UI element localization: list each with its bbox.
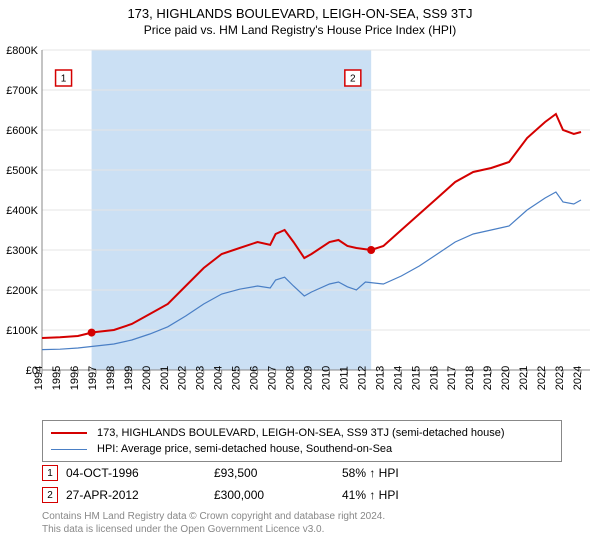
chart-title: 173, HIGHLANDS BOULEVARD, LEIGH-ON-SEA, … — [0, 0, 600, 21]
sale-records: 1 04-OCT-1996 £93,500 58% ↑ HPI 2 27-APR-2012… — [42, 462, 562, 506]
sale-point-2 — [367, 246, 375, 254]
x-axis-label: 1998 — [105, 366, 117, 390]
x-axis-label: 2011 — [338, 366, 350, 390]
x-axis-label: 2015 — [410, 366, 422, 390]
sale-pct: 58% ↑ HPI — [342, 466, 482, 480]
chart-container: 173, HIGHLANDS BOULEVARD, LEIGH-ON-SEA, … — [0, 0, 600, 560]
sale-row: 1 04-OCT-1996 £93,500 58% ↑ HPI — [42, 462, 562, 484]
x-axis-label: 2016 — [428, 366, 440, 390]
y-axis-label: £200K — [6, 285, 38, 297]
legend-swatch — [51, 432, 87, 434]
y-axis-label: £500K — [6, 165, 38, 177]
y-axis-label: £100K — [6, 325, 38, 337]
x-axis-label: 1994 — [33, 366, 45, 390]
x-axis-label: 2024 — [572, 366, 584, 390]
callout-num-1: 1 — [61, 74, 67, 85]
x-axis-label: 2009 — [303, 366, 315, 390]
sale-price: £93,500 — [214, 466, 334, 480]
x-axis-label: 1997 — [87, 366, 99, 390]
x-axis-label: 2008 — [285, 366, 297, 390]
y-axis-label: £700K — [6, 85, 38, 97]
sale-date: 27-APR-2012 — [66, 488, 206, 502]
legend-label: HPI: Average price, semi-detached house,… — [97, 443, 392, 455]
x-axis-label: 1995 — [51, 366, 63, 390]
x-axis-label: 2010 — [320, 366, 332, 390]
x-axis-label: 2018 — [464, 366, 476, 390]
x-axis-label: 2004 — [213, 366, 225, 390]
x-axis-label: 2023 — [554, 366, 566, 390]
sale-price: £300,000 — [214, 488, 334, 502]
x-axis-label: 2021 — [518, 366, 530, 390]
x-axis-label: 2002 — [177, 366, 189, 390]
legend-row: HPI: Average price, semi-detached house,… — [51, 441, 553, 457]
y-axis-label: £300K — [6, 245, 38, 257]
x-axis-label: 2020 — [500, 366, 512, 390]
sale-date: 04-OCT-1996 — [66, 466, 206, 480]
legend-row: 173, HIGHLANDS BOULEVARD, LEIGH-ON-SEA, … — [51, 425, 553, 441]
x-axis-label: 2014 — [392, 366, 404, 390]
footer-line2: This data is licensed under the Open Gov… — [42, 524, 324, 535]
x-axis-label: 2003 — [195, 366, 207, 390]
sale-point-1 — [88, 329, 96, 337]
x-axis-label: 1996 — [69, 366, 81, 390]
chart-area: £0£100K£200K£300K£400K£500K£600K£700K£80… — [0, 44, 600, 414]
line-chart-svg: £0£100K£200K£300K£400K£500K£600K£700K£80… — [0, 44, 600, 414]
x-axis-label: 2013 — [374, 366, 386, 390]
x-axis-label: 2006 — [249, 366, 261, 390]
sale-pct: 41% ↑ HPI — [342, 488, 482, 502]
x-axis-label: 2001 — [159, 366, 171, 390]
footer-line1: Contains HM Land Registry data © Crown c… — [42, 511, 385, 522]
x-axis-label: 2000 — [141, 366, 153, 390]
x-axis-label: 2012 — [356, 366, 368, 390]
y-axis-label: £600K — [6, 125, 38, 137]
chart-subtitle: Price paid vs. HM Land Registry's House … — [0, 21, 600, 37]
x-axis-label: 2019 — [482, 366, 494, 390]
sale-marker-1: 1 — [42, 465, 58, 481]
x-axis-label: 2007 — [267, 366, 279, 390]
x-axis-label: 2017 — [446, 366, 458, 390]
legend: 173, HIGHLANDS BOULEVARD, LEIGH-ON-SEA, … — [42, 420, 562, 462]
sale-marker-2: 2 — [42, 487, 58, 503]
x-axis-label: 2005 — [231, 366, 243, 390]
footer-attribution: Contains HM Land Registry data © Crown c… — [42, 510, 562, 536]
y-axis-label: £400K — [6, 205, 38, 217]
callout-num-2: 2 — [350, 74, 356, 85]
y-axis-label: £800K — [6, 45, 38, 57]
sale-row: 2 27-APR-2012 £300,000 41% ↑ HPI — [42, 484, 562, 506]
legend-label: 173, HIGHLANDS BOULEVARD, LEIGH-ON-SEA, … — [97, 427, 505, 439]
x-axis-label: 1999 — [123, 366, 135, 390]
x-axis-label: 2022 — [536, 366, 548, 390]
legend-swatch — [51, 449, 87, 450]
